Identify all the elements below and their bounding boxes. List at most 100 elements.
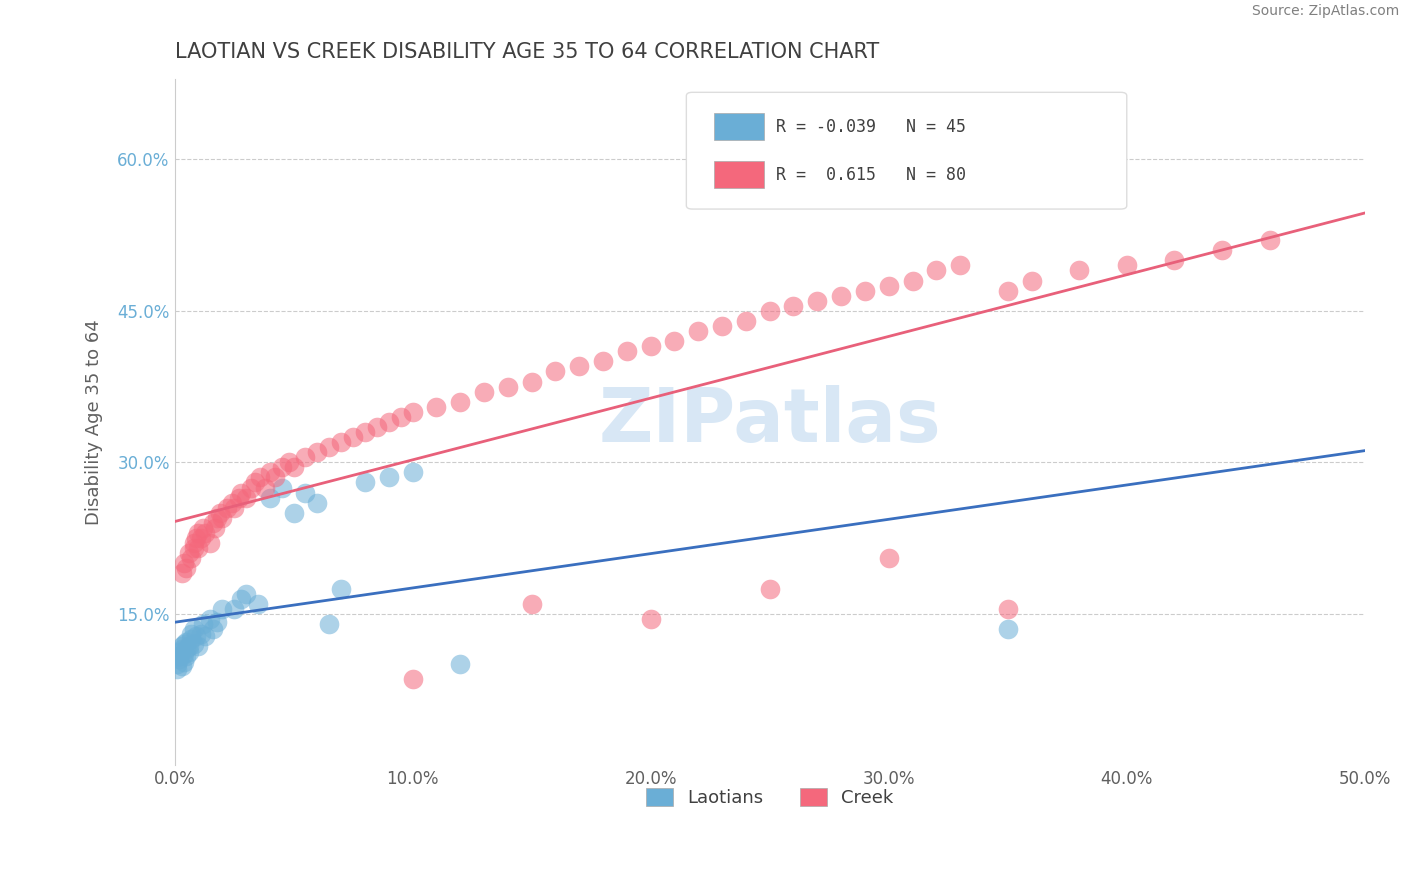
FancyBboxPatch shape [714, 161, 763, 188]
Point [734, 314, 756, 328]
Point [366, 420, 388, 434]
Point [401, 405, 423, 419]
Point [177, 639, 200, 653]
Point [449, 657, 471, 672]
Text: LAOTIAN VS CREEK DISABILITY AGE 35 TO 64 CORRELATION CHART: LAOTIAN VS CREEK DISABILITY AGE 35 TO 64… [174, 42, 879, 62]
Text: Source: ZipAtlas.com: Source: ZipAtlas.com [1251, 4, 1399, 19]
Point [378, 415, 401, 429]
Point [208, 506, 231, 520]
Point [200, 536, 222, 550]
Point [294, 485, 316, 500]
Point [318, 616, 340, 631]
Point [253, 481, 276, 495]
Point [378, 470, 401, 484]
Point [184, 629, 207, 643]
Point [830, 288, 852, 302]
Point [231, 485, 253, 500]
Point [472, 384, 495, 399]
Point [1115, 259, 1137, 273]
Point [401, 673, 423, 687]
Point [270, 460, 292, 475]
Point [782, 299, 804, 313]
Point [616, 344, 638, 359]
Point [342, 430, 364, 444]
Point [758, 303, 780, 318]
Point [925, 263, 948, 277]
Point [877, 278, 900, 293]
Point [169, 649, 191, 664]
Point [235, 586, 257, 600]
Point [190, 627, 212, 641]
Point [180, 551, 202, 566]
Point [201, 516, 224, 530]
Point [207, 511, 229, 525]
Point [330, 582, 353, 596]
Point [187, 525, 209, 540]
Point [235, 491, 257, 505]
Text: R =  0.615   N = 80: R = 0.615 N = 80 [776, 166, 966, 184]
Point [544, 364, 567, 378]
Legend: Laotians, Creek: Laotians, Creek [638, 780, 901, 814]
Point [949, 259, 972, 273]
Point [211, 601, 233, 615]
Point [283, 460, 305, 475]
Point [249, 470, 271, 484]
Point [177, 546, 200, 560]
Point [277, 455, 299, 469]
Point [207, 615, 229, 629]
Text: R = -0.039   N = 45: R = -0.039 N = 45 [776, 118, 966, 136]
Point [389, 409, 412, 424]
Point [283, 506, 305, 520]
Point [263, 470, 285, 484]
Point [180, 627, 202, 641]
Point [245, 475, 267, 490]
Point [222, 601, 245, 615]
Point [294, 450, 316, 465]
Point [664, 334, 686, 348]
Point [997, 622, 1019, 636]
Point [170, 639, 193, 653]
Point [170, 659, 193, 673]
Point [997, 601, 1019, 615]
Point [180, 632, 202, 646]
Point [191, 521, 214, 535]
Point [170, 566, 193, 581]
FancyBboxPatch shape [714, 113, 763, 140]
Point [184, 531, 207, 545]
Point [520, 375, 543, 389]
Point [1211, 244, 1233, 258]
Point [853, 284, 876, 298]
Point [307, 496, 329, 510]
Point [228, 491, 250, 505]
Point [354, 475, 377, 490]
Point [425, 400, 447, 414]
Point [166, 657, 188, 672]
Point [176, 649, 198, 664]
Point [1069, 263, 1091, 277]
Point [449, 394, 471, 409]
Point [183, 536, 205, 550]
Point [166, 662, 188, 676]
Point [187, 639, 209, 653]
Point [194, 525, 217, 540]
Point [239, 481, 262, 495]
Text: ZIPatlas: ZIPatlas [599, 385, 941, 458]
Point [758, 582, 780, 596]
Y-axis label: Disability Age 35 to 64: Disability Age 35 to 64 [86, 319, 103, 524]
Point [496, 379, 519, 393]
Point [259, 466, 281, 480]
Point [1258, 233, 1281, 247]
Point [183, 541, 205, 555]
Point [190, 531, 212, 545]
Point [640, 339, 662, 353]
Point [173, 655, 195, 669]
Point [1021, 274, 1043, 288]
Point [1163, 253, 1185, 268]
Point [187, 541, 209, 555]
Point [200, 612, 222, 626]
Point [688, 324, 710, 338]
Point [640, 612, 662, 626]
Point [270, 481, 292, 495]
Point [568, 359, 591, 374]
Point [592, 354, 614, 368]
